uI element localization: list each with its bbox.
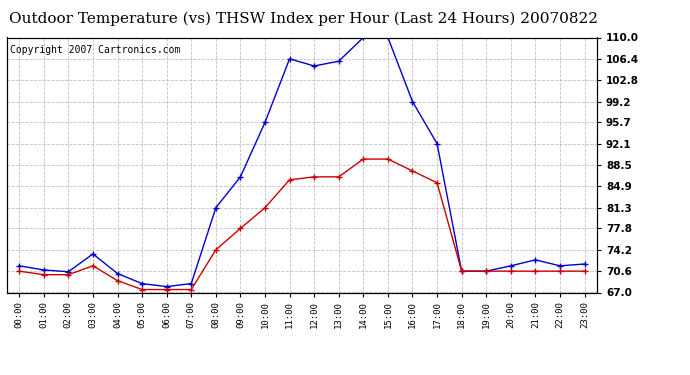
Text: Outdoor Temperature (vs) THSW Index per Hour (Last 24 Hours) 20070822: Outdoor Temperature (vs) THSW Index per … <box>9 11 598 26</box>
Text: Copyright 2007 Cartronics.com: Copyright 2007 Cartronics.com <box>10 45 180 55</box>
